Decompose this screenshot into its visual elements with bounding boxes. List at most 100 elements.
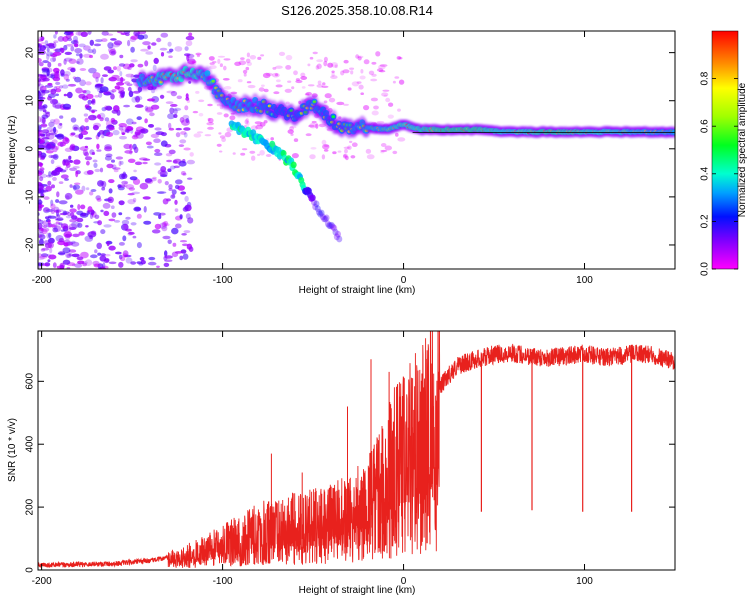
spectrogram-haze-blob: [209, 62, 215, 65]
spectrogram-noise-blob: [38, 137, 41, 144]
spectrogram-noise-blob: [134, 129, 141, 136]
spectrogram-noise-blob: [38, 105, 44, 112]
spectrogram-haze-blob: [291, 153, 299, 159]
spectrogram-noise-blob: [151, 42, 157, 46]
spectrogram-noise-blob: [46, 145, 55, 149]
spectrogram-noise-blob: [104, 146, 113, 152]
spectrogram-haze-blob: [276, 79, 281, 83]
spectrogram-noise-blob: [47, 224, 57, 228]
spectrogram-noise-blob: [79, 79, 86, 87]
spectrogram-noise-blob: [57, 240, 66, 246]
spectrogram-noise-blob: [54, 71, 59, 79]
spectrogram-noise-blob: [80, 251, 89, 259]
snr-x-tick-label: 100: [576, 576, 593, 587]
spectrogram-noise-blob: [38, 181, 42, 186]
spectrogram-noise-blob: [133, 169, 137, 173]
spectrogram-haze-blob: [343, 146, 350, 149]
spectrogram-noise-blob: [66, 91, 73, 99]
spectrogram-haze-blob: [212, 60, 217, 64]
spectrogram-noise-blob: [147, 261, 157, 266]
snr-marks: [38, 331, 675, 569]
spectrogram-noise-blob: [39, 167, 45, 171]
spectrogram-noise-blob: [183, 132, 188, 138]
spectrogram-noise-blob: [181, 233, 187, 236]
spectrogram-noise-blob: [142, 196, 151, 200]
spectrogram-noise-blob: [59, 115, 64, 119]
spectrogram-noise-blob: [47, 220, 51, 225]
spectrogram-haze-blob: [392, 150, 398, 155]
spectrogram-noise-blob: [62, 259, 71, 265]
spectrogram-noise-blob: [39, 176, 44, 182]
spectrogram-noise-blob: [185, 93, 189, 99]
spectrogram-noise-blob: [88, 109, 98, 112]
spectrogram-noise-blob: [172, 107, 182, 111]
spectrogram-noise-blob: [107, 196, 114, 203]
branch-blob: [314, 205, 321, 213]
spectrogram-noise-blob: [45, 216, 50, 220]
spectrogram-noise-blob: [62, 159, 66, 166]
branch-blob: [324, 220, 331, 228]
spectrogram-noise-blob: [41, 247, 50, 251]
spectrogram-noise-blob: [64, 51, 73, 56]
spectrogram-noise-blob: [78, 126, 83, 133]
spectrogram-noise-blob: [88, 114, 97, 121]
spectrogram-noise-blob: [79, 68, 87, 71]
spectrogram-noise-blob: [89, 212, 94, 219]
spectrogram-noise-blob: [135, 96, 141, 103]
spectrogram-noise-blob: [161, 221, 167, 227]
spectrogram-noise-blob: [50, 154, 58, 159]
spectrogram-noise-blob: [159, 47, 168, 51]
spectrogram-haze-blob: [263, 120, 268, 124]
spectrogram-noise-blob: [39, 133, 46, 137]
spectrogram-noise-blob: [63, 93, 68, 97]
spectrogram-noise-blob: [90, 230, 97, 235]
spectrogram-noise-blob: [65, 43, 74, 47]
spectrogram-noise-blob: [104, 253, 111, 257]
spectrogram-haze-blob: [250, 125, 258, 131]
spectrogram-haze-blob: [316, 84, 324, 88]
spectrogram-noise-blob: [38, 100, 43, 107]
spectrogram-noise-blob: [111, 159, 115, 163]
spectrogram-noise-blob: [47, 82, 53, 86]
spectrogram-noise-blob: [44, 40, 49, 45]
spectrogram-noise-blob: [38, 48, 42, 52]
spectrogram-noise-blob: [78, 133, 84, 140]
spectrogram-haze-blob: [382, 89, 390, 92]
spectrogram-noise-blob: [50, 159, 55, 165]
spectrogram-noise-blob: [40, 74, 49, 77]
spectrogram-noise-blob: [39, 162, 43, 168]
spectrogram-noise-blob: [38, 124, 42, 131]
snr-plot-area: [38, 331, 675, 570]
branch-blob: [311, 199, 317, 206]
branch-blob: [333, 233, 340, 241]
spectrogram-noise-blob: [173, 108, 178, 115]
spectrogram-noise-blob: [154, 162, 162, 166]
spectrogram-noise-blob: [55, 93, 59, 97]
spectrogram-noise-blob: [110, 93, 115, 100]
spectrogram-noise-blob: [100, 253, 106, 257]
spectrogram-noise-blob: [43, 189, 49, 193]
spectrogram-noise-blob: [53, 48, 58, 52]
snr-x-tick-label: 0: [401, 576, 407, 587]
spectrogram-noise-blob: [143, 220, 152, 225]
spectrogram-noise-blob: [134, 207, 141, 211]
spectrogram-haze-blob: [357, 56, 362, 61]
ridge-body: [204, 70, 211, 77]
spectrogram-haze-blob: [300, 76, 308, 80]
spectrogram-noise-blob: [94, 168, 101, 173]
spectrogram-noise-blob: [183, 230, 191, 234]
colorbar: 0.0 0.2 0.4 0.6 0.8 Normalized spectral ampl…: [700, 30, 748, 276]
spectrogram-noise-blob: [42, 137, 50, 140]
spectrogram-noise-blob: [46, 174, 53, 178]
spectrogram-noise-blob: [121, 180, 129, 185]
spectrogram-noise-blob: [47, 242, 54, 249]
spectrogram-noise-blob: [122, 235, 127, 242]
spectrogram-haze-blob: [308, 124, 315, 128]
spectrogram-haze-blob: [254, 121, 262, 125]
spectrogram-haze-blob: [324, 93, 332, 99]
spectrogram-haze-blob: [259, 122, 266, 127]
spectrogram-noise-blob: [152, 64, 157, 72]
spectrogram-noise-blob: [131, 121, 137, 125]
spectrogram-noise-blob: [175, 223, 182, 229]
spectrogram-noise-blob: [111, 212, 117, 218]
